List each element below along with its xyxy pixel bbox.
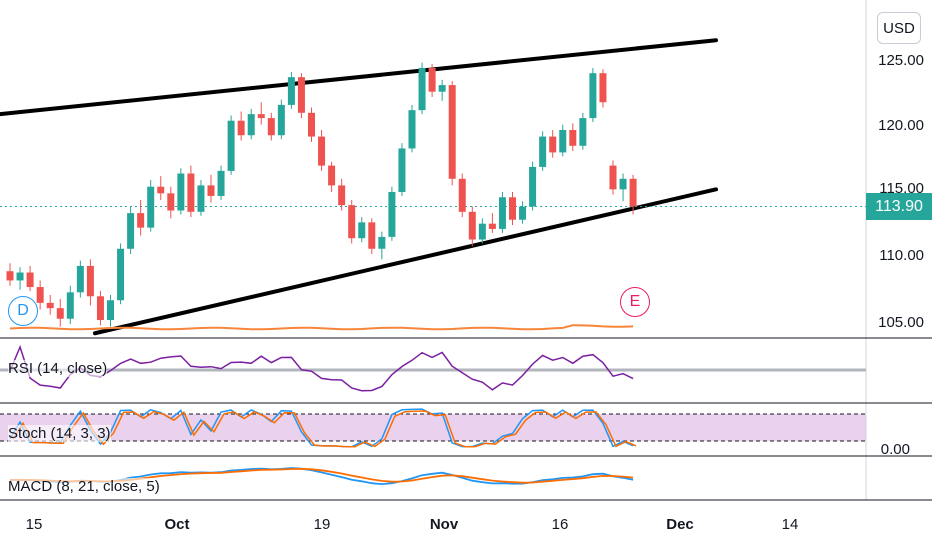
candle-body (398, 148, 405, 192)
candle-body (549, 137, 556, 153)
candle-body (7, 271, 14, 280)
candle-body (37, 287, 44, 303)
dividend-marker[interactable]: D (8, 296, 38, 326)
candle-body (459, 179, 466, 212)
candle-body (479, 224, 486, 240)
candle-body (238, 121, 245, 136)
candle-body (630, 179, 637, 207)
trendline-upper (0, 40, 716, 114)
price-tick-105: 105.00 (878, 314, 924, 331)
candle-body (429, 68, 436, 92)
candle-body (228, 121, 235, 171)
candle-body (177, 174, 184, 211)
candle-body (67, 292, 74, 318)
candle-body (97, 296, 104, 320)
x-tick-19: 19 (314, 516, 331, 533)
x-tick-dec: Dec (666, 516, 694, 533)
candle-body (449, 85, 456, 179)
candle-body (599, 73, 606, 102)
candle-body (57, 308, 64, 319)
candle-body (127, 213, 134, 249)
candle-body (87, 266, 94, 296)
rsi-label[interactable]: RSI (14, close) (8, 360, 107, 377)
last-price-label: 113.90 (866, 193, 932, 220)
candle-body (378, 237, 385, 249)
x-tick-nov: Nov (430, 516, 458, 533)
candle-body (610, 166, 617, 190)
candle-body (388, 192, 395, 237)
stoch-band (0, 414, 866, 441)
candle-body (137, 213, 144, 228)
candle-body (539, 137, 546, 167)
candle-body (268, 118, 275, 135)
candle-body (298, 77, 305, 113)
earnings-marker[interactable]: E (620, 287, 650, 317)
candle-body (620, 179, 627, 190)
candle-body (197, 185, 204, 211)
stoch-label[interactable]: Stoch (14, 3, 3) (8, 425, 111, 442)
price-tick-125: 125.00 (878, 52, 924, 69)
candle-body (308, 113, 315, 137)
candle-body (589, 73, 596, 118)
candle-body (489, 224, 496, 229)
candle-body (509, 197, 516, 219)
x-tick-15: 15 (26, 516, 43, 533)
x-tick-14: 14 (782, 516, 799, 533)
candle-body (519, 207, 526, 220)
candle-body (439, 85, 446, 92)
candle-body (559, 130, 566, 152)
x-tick-16: 16 (552, 516, 569, 533)
candle-body (469, 212, 476, 240)
candle-body (107, 300, 114, 320)
candle-body (368, 222, 375, 248)
candle-body (258, 114, 265, 118)
candle-body (77, 266, 84, 292)
x-tick-oct: Oct (164, 516, 189, 533)
price-tick-120: 120.00 (878, 117, 924, 134)
currency-button[interactable]: USD (877, 12, 921, 44)
candle-body (579, 118, 586, 146)
candle-body (17, 273, 24, 281)
macd-label[interactable]: MACD (8, 21, close, 5) (8, 478, 160, 495)
candle-body (288, 77, 295, 105)
candle-body (167, 193, 174, 210)
volume-line (10, 325, 633, 329)
candle-body (409, 110, 416, 148)
candle-body (338, 185, 345, 205)
candle-body (348, 205, 355, 238)
candle-body (529, 167, 536, 207)
candle-body (499, 197, 506, 229)
stoch-axis-value: 0.00 (881, 441, 910, 458)
candle-body (248, 114, 255, 135)
candle-body (358, 222, 365, 238)
candle-body (27, 273, 34, 288)
candle-body (187, 174, 194, 212)
candle-body (47, 303, 54, 308)
candle-body (328, 166, 335, 186)
candle-body (218, 171, 225, 196)
candle-body (147, 187, 154, 228)
candle-body (569, 130, 576, 146)
candle-body (157, 187, 164, 194)
candle-body (208, 185, 215, 196)
candle-body (117, 249, 124, 300)
candle-body (278, 105, 285, 135)
price-tick-110: 110.00 (879, 247, 924, 264)
candle-body (318, 137, 325, 166)
candle-body (419, 68, 426, 110)
